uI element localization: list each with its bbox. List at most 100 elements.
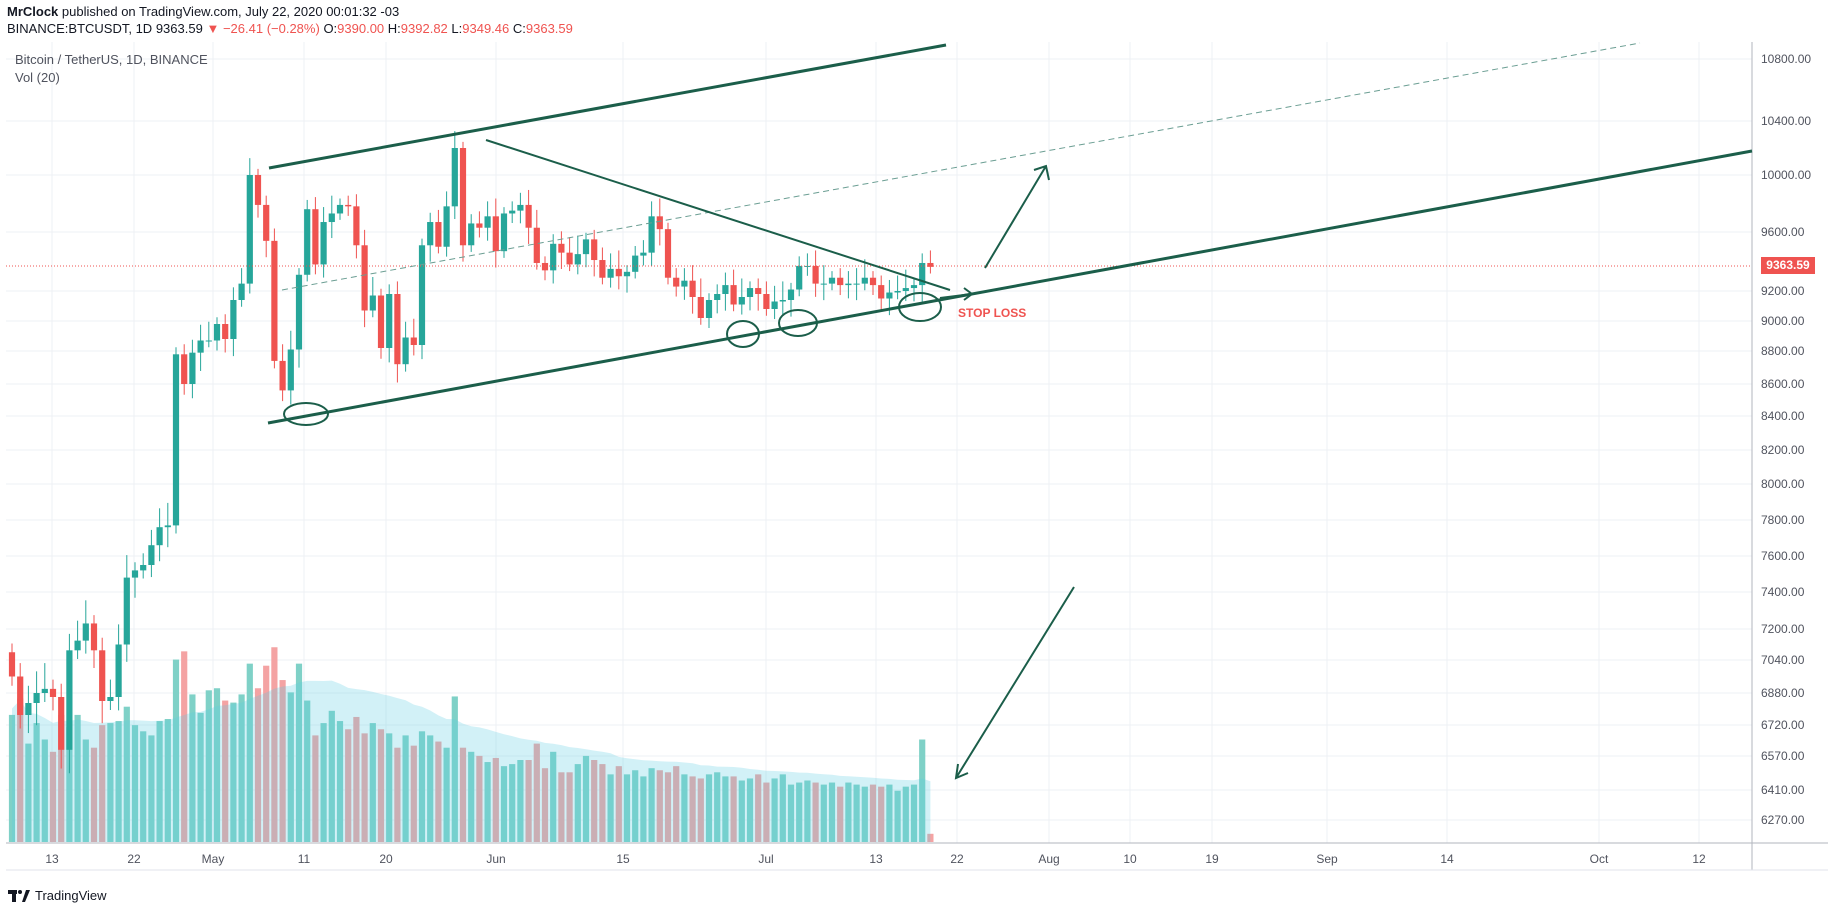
volume-bar (648, 768, 655, 842)
candle-body (796, 265, 803, 290)
candle-body (435, 222, 442, 247)
volume-bar (533, 743, 540, 842)
support-circle (726, 320, 760, 348)
volume-bar (353, 716, 360, 842)
volume-bar (599, 764, 606, 842)
candle-body (386, 294, 393, 348)
price-change: −26.41 (−0.28%) (222, 21, 320, 36)
volume-bar (755, 774, 762, 842)
price-tick-label: 10400.00 (1761, 114, 1811, 128)
volume-bar (369, 723, 376, 842)
volume-bar (484, 762, 491, 842)
published-text: published on TradingView.com, July 22, 2… (61, 4, 400, 19)
candle-body (730, 285, 737, 305)
volume-bar (17, 698, 24, 842)
candle-body (33, 693, 40, 703)
candle-body (902, 288, 909, 291)
volume-bar (451, 696, 458, 842)
candle-body (697, 297, 704, 318)
volume-bar (697, 778, 704, 842)
publisher-bar: MrClock published on TradingView.com, Ju… (7, 4, 399, 19)
candle-body (566, 252, 573, 265)
candle-body (714, 294, 721, 300)
candle-body (222, 324, 229, 339)
volume-bar (927, 833, 934, 842)
time-axis-labels: 13 22 May 11 20 Jun 15 Jul 13 22 Aug 10 19 Sep 14 Oct 12 (45, 852, 1706, 866)
volume-bar (345, 729, 352, 842)
target-up-arrow (984, 164, 1050, 269)
candle-body (254, 175, 262, 205)
volume-bar (673, 766, 680, 842)
volume-bar (746, 778, 754, 842)
candle-body (49, 688, 57, 697)
candle-body (181, 354, 188, 384)
brand-name[interactable]: TradingView (35, 888, 107, 903)
candle-body (468, 223, 475, 246)
candle-body (295, 274, 303, 350)
volume-bar (681, 774, 688, 842)
candle-body (115, 644, 122, 697)
volume-bar (607, 774, 614, 842)
volume-bar (238, 694, 245, 842)
candle-body (345, 204, 352, 207)
candle-body (17, 676, 24, 715)
volume-bar (320, 723, 327, 842)
volume-bar (632, 770, 639, 842)
volume-bar (861, 786, 868, 842)
volume-bar (74, 714, 81, 842)
volume-bar (722, 776, 729, 842)
candle-body (140, 565, 147, 571)
price-tick-label: 6720.00 (1761, 718, 1805, 732)
volume-bar (66, 727, 73, 842)
volume-bar (550, 751, 557, 842)
price-tick-label: 7040.00 (1761, 653, 1805, 667)
volume-bar (582, 755, 590, 842)
volume-bar (845, 782, 852, 842)
publisher-name[interactable]: MrClock (7, 4, 59, 19)
price-tick-label: 10000.00 (1761, 168, 1811, 182)
price-tick-label: 7600.00 (1761, 549, 1805, 563)
candle-body (500, 213, 508, 252)
candle-body (287, 349, 294, 391)
volume-bar (689, 776, 696, 842)
time-tick-label: 14 (1440, 852, 1454, 866)
candle-body (402, 337, 409, 365)
volume-bar (213, 688, 221, 842)
volume-bar (443, 747, 450, 842)
price-tick-label: 7400.00 (1761, 585, 1805, 599)
candle-body (156, 527, 163, 546)
candle-body (738, 297, 745, 305)
candle-body (599, 260, 606, 278)
volume-bar (796, 782, 803, 842)
volume-indicator-label[interactable]: Vol (20) (15, 70, 60, 85)
volume-bar (361, 733, 368, 842)
price-axis-labels: 10800.00 10400.00 10000.00 9600.00 9200.00 90… (1761, 52, 1811, 827)
volume-bar (509, 764, 516, 842)
candle-body (312, 209, 319, 265)
time-tick-label: 13 (45, 852, 59, 866)
candle-body (632, 255, 639, 272)
support-circle (283, 402, 329, 426)
volume-bar (427, 735, 434, 842)
candle-body (681, 280, 688, 287)
volume-bar (525, 760, 532, 842)
price-tick-label: 6880.00 (1761, 686, 1805, 700)
volume-bar (99, 725, 106, 842)
candle-body (123, 577, 130, 645)
candle-body (820, 283, 827, 285)
volume-bar (279, 680, 286, 842)
candle-body (509, 210, 516, 214)
candle-body (673, 277, 680, 287)
open-label: O: (323, 21, 338, 36)
candle-body (451, 148, 458, 207)
series-title[interactable]: Bitcoin / TetherUS, 1D, BINANCE (15, 52, 208, 67)
volume-bar (49, 751, 57, 842)
volume-bar (25, 743, 32, 842)
candle-body (541, 262, 549, 271)
volume-bar (771, 778, 778, 842)
volume-bar (328, 710, 335, 842)
candle-body (131, 570, 139, 578)
candle-body (746, 288, 754, 297)
close-value: 9363.59 (525, 21, 573, 36)
